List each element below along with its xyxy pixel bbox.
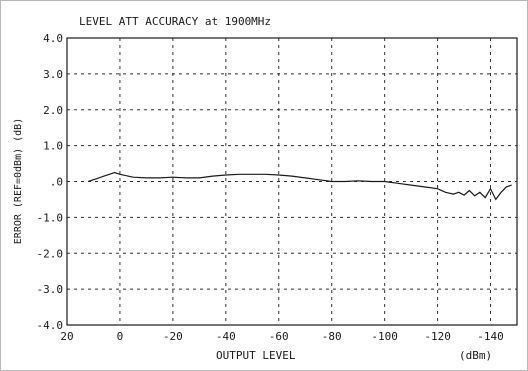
y-tick-label: -2.0 xyxy=(37,247,64,260)
grid xyxy=(67,38,517,325)
x-tick-label: 0 xyxy=(117,330,124,343)
y-tick-label: 1.0 xyxy=(43,140,63,153)
x-tick-label: -120 xyxy=(424,330,451,343)
x-tick-label: -40 xyxy=(216,330,236,343)
series-line xyxy=(88,171,512,201)
y-tick-labels: 4.0 3.0 2.0 1.0 .0 -1.0 -2.0 -3.0 -4.0 xyxy=(37,32,64,332)
x-axis-label: OUTPUT LEVEL xyxy=(216,349,296,362)
x-tick-label: -140 xyxy=(477,330,504,343)
x-tick-label: -60 xyxy=(269,330,289,343)
y-tick-label: 3.0 xyxy=(43,68,63,81)
y-tick-label: 2.0 xyxy=(43,104,63,117)
x-axis-unit: (dBm) xyxy=(459,349,492,362)
y-axis-label: ERROR (REF=0dBm) (dB) xyxy=(13,118,24,244)
x-tick-label: -80 xyxy=(322,330,342,343)
x-tick-label: -20 xyxy=(163,330,183,343)
y-tick-label: .0 xyxy=(50,176,63,189)
y-tick-label: -4.0 xyxy=(37,319,64,332)
x-tick-label: -100 xyxy=(371,330,398,343)
chart-title: LEVEL ATT ACCURACY at 1900MHz xyxy=(79,15,271,28)
y-tick-label: -1.0 xyxy=(37,211,64,224)
x-tick-label: 20 xyxy=(60,330,73,343)
y-tick-label: 4.0 xyxy=(43,32,63,45)
y-tick-label: -3.0 xyxy=(37,283,64,296)
plot-area xyxy=(66,37,518,326)
x-tick-labels: 20 0 -20 -40 -60 -80 -100 -120 -140 xyxy=(60,330,503,343)
